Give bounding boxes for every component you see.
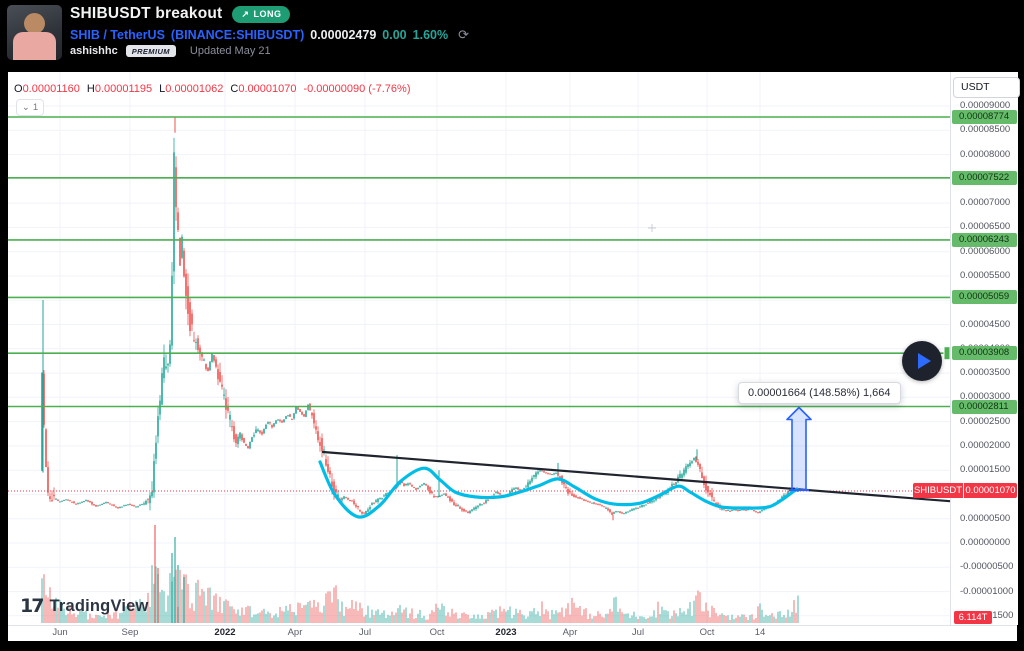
ohlc-o-value: 0.00001160 <box>22 83 80 95</box>
ohlc-change: -0.00000090 (-7.76%) <box>303 83 411 95</box>
level-price-label: 0.00007522 <box>952 170 1017 185</box>
play-button[interactable] <box>902 341 942 381</box>
time-tick-label: Oct <box>429 627 445 638</box>
arrow-up-right-icon: ↗ <box>241 8 250 19</box>
price-tick-label: 0.00008000 <box>960 148 1011 160</box>
level-price-label: 0.00002811 <box>952 399 1017 414</box>
projection-tooltip: 0.00001664 (148.58%) 1,664 <box>738 382 901 404</box>
last-price-value: 0.00001070 <box>965 485 1016 496</box>
time-tick-label: 2022 <box>214 627 236 638</box>
projection-arrow[interactable] <box>786 406 812 491</box>
price-change-abs: 0.00 <box>382 28 407 42</box>
level-price-label: 0.00006243 <box>952 232 1017 247</box>
ohlc-l-value: 0.00001062 <box>165 83 224 95</box>
price-tick-label: 0.00003000 <box>960 391 1011 403</box>
tradingview-logo-text: TradingView <box>49 596 149 615</box>
tradingview-watermark[interactable]: 17 TradingView <box>20 595 149 617</box>
ohlc-o-label: O <box>14 83 23 95</box>
chevron-down-icon: ⌄ <box>21 102 30 113</box>
time-axis[interactable]: Jun Sep 2022 Apr Jul Oct 2023 Apr Jul Oct 14 <box>8 625 1017 641</box>
price-tick-label: -0.00001000 <box>960 585 1014 597</box>
time-tick-label: Jul <box>631 627 645 638</box>
time-tick-label: Apr <box>287 627 303 638</box>
time-tick-label: Oct <box>699 627 715 638</box>
idea-header: SHIBUSDT breakout ↗ LONG SHIB / TetherUS … <box>0 0 1024 72</box>
last-price-symbol: SHIBUSDT <box>913 485 963 496</box>
price-tick-label: 0.00008500 <box>960 124 1011 136</box>
premium-badge: PREMIUM <box>125 45 176 57</box>
price-tick-label: 0.00004500 <box>960 318 1011 330</box>
chart-plot[interactable] <box>8 72 1017 640</box>
level-price-label: 0.00003908 <box>952 346 1017 361</box>
trendline[interactable] <box>321 450 955 503</box>
last-price-label: SHIBUSDT 0.00001070 <box>913 483 1017 498</box>
plot-layers <box>8 72 955 625</box>
price-tick-label: 0.00000500 <box>960 512 1011 524</box>
price-tick-label: -0.00000500 <box>960 561 1014 573</box>
price-tick-label: 0.00009000 <box>960 100 1011 111</box>
anchor-cross-icon <box>648 224 656 232</box>
avatar[interactable] <box>7 5 62 60</box>
volume-value-badge: 6.114T <box>954 611 992 624</box>
volume-series <box>41 525 799 623</box>
chart-card: O0.00001160 H0.00001195 L0.00001062 C0.0000… <box>8 72 1020 641</box>
direction-badge-label: LONG <box>253 9 282 19</box>
ohlc-row: O0.00001160 H0.00001195 L0.00001062 C0.0000… <box>14 83 410 95</box>
play-icon <box>917 353 931 369</box>
price-tick-label: 0.00002500 <box>960 415 1011 427</box>
price-tick-label: 0.00007000 <box>960 197 1011 209</box>
cup-curve-drawing[interactable] <box>318 460 799 519</box>
updated-label: Updated May 21 <box>189 45 271 57</box>
interval-value: 1 <box>32 102 39 113</box>
symbol-link[interactable]: SHIB / TetherUS <box>70 28 165 42</box>
time-tick-label: Jul <box>358 627 372 638</box>
author-name[interactable]: ashishhc <box>70 45 118 57</box>
line-handle[interactable] <box>943 346 950 361</box>
refresh-clock-icon[interactable]: ⟳ <box>458 27 469 42</box>
level-price-label: 0.00005059 <box>952 290 1017 305</box>
ohlc-h-label: H <box>86 83 95 95</box>
time-tick-label: Apr <box>562 627 578 638</box>
label-divider <box>963 483 964 498</box>
exchange-link[interactable]: (BINANCE:SHIBUSDT) <box>170 28 305 42</box>
price-tick-label: 0.00002000 <box>960 439 1011 451</box>
resistance-levels[interactable] <box>8 116 950 408</box>
direction-badge: ↗ LONG <box>232 5 291 23</box>
time-tick-label: 14 <box>754 627 766 638</box>
level-price-label: 0.00008774 <box>952 109 1017 124</box>
price-tick-label: 0.00006000 <box>960 245 1011 257</box>
ohlc-c-value: 0.00001070 <box>238 83 297 95</box>
grid <box>8 72 950 625</box>
time-tick-label: Jun <box>52 627 68 638</box>
ohlc-h-value: 0.00001195 <box>94 83 153 95</box>
time-tick-label: 2023 <box>495 627 517 638</box>
current-price: 0.00002479 <box>310 28 377 42</box>
candlestick-series <box>41 117 799 521</box>
price-change-pct: 1.60% <box>412 28 449 42</box>
time-tick-label: Sep <box>121 627 139 638</box>
price-tick-label: 0.00001500 <box>960 464 1011 476</box>
interval-dropdown[interactable]: ⌄ 1 <box>16 99 44 116</box>
tradingview-logo-icon: 17 <box>20 595 44 617</box>
price-axis[interactable]: USDT 0.00009000 0.00008500 0.00008000 0.000… <box>950 72 1020 625</box>
ohlc-l-label: L <box>159 83 166 95</box>
currency-button[interactable]: USDT <box>953 77 1020 98</box>
ohlc-c-label: C <box>230 83 239 95</box>
page-title: SHIBUSDT breakout <box>70 5 223 22</box>
price-tick-label: 0.00005500 <box>960 269 1011 281</box>
price-tick-label: 0.00000000 <box>960 537 1011 548</box>
price-tick-label: 0.00006500 <box>960 221 1011 233</box>
price-tick-label: 0.00003500 <box>960 367 1011 379</box>
